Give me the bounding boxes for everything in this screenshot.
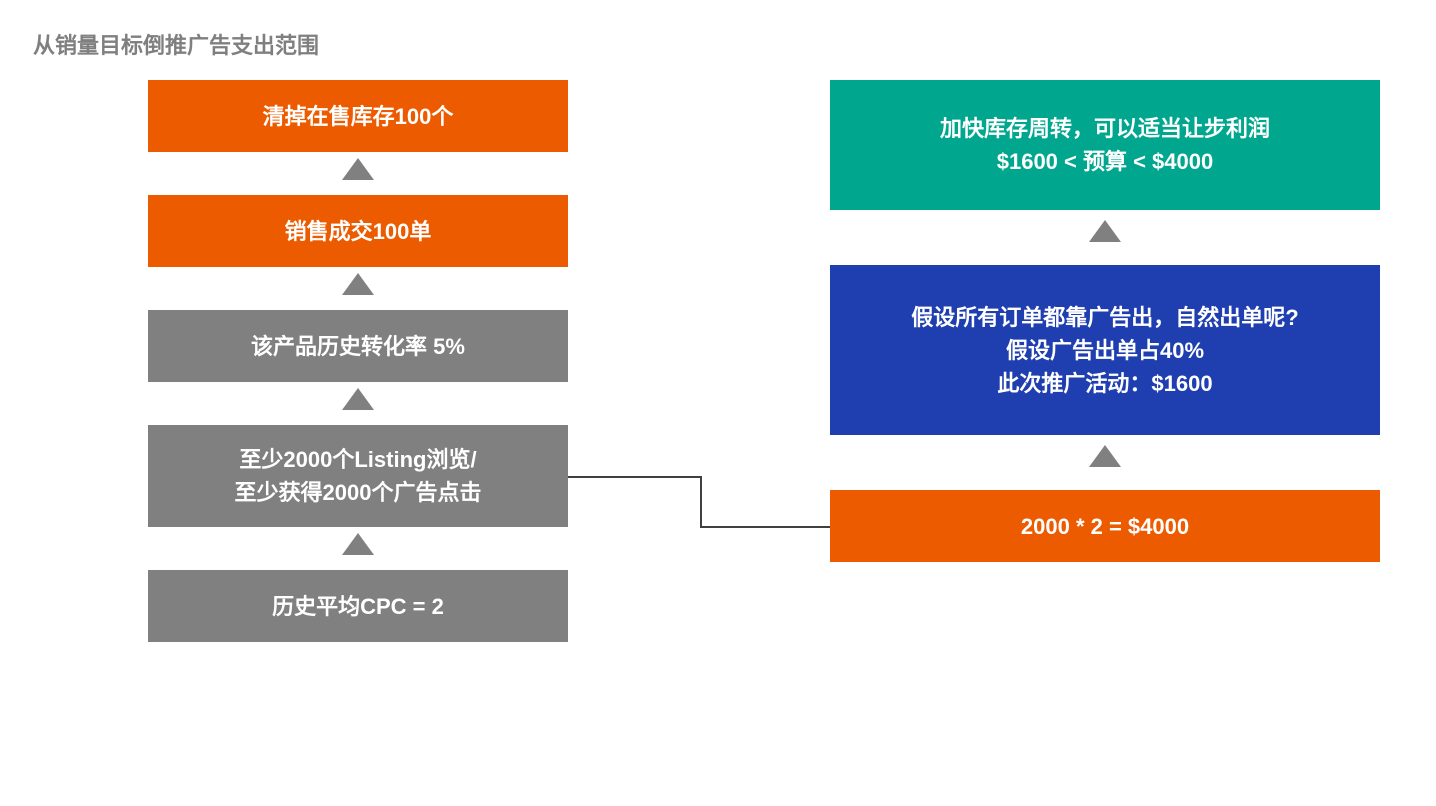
right-arrow-up-1 [1089,445,1121,467]
left-box-l4: 至少2000个Listing浏览/ 至少获得2000个广告点击 [148,425,568,527]
left-box-l5: 历史平均CPC = 2 [148,570,568,642]
left-arrow-up-0 [342,158,374,180]
right-box-r2: 假设所有订单都靠广告出，自然出单呢? 假设广告出单占40% 此次推广活动：$16… [830,265,1380,435]
connector-segment-1 [568,476,700,478]
left-arrow-up-2 [342,388,374,410]
left-box-l2: 销售成交100单 [148,195,568,267]
right-arrow-up-0 [1089,220,1121,242]
connector-segment-3 [700,526,830,528]
connector-segment-2 [700,476,702,528]
right-box-r3: 2000 * 2 = $4000 [830,490,1380,562]
left-box-l3: 该产品历史转化率 5% [148,310,568,382]
right-box-r1: 加快库存周转，可以适当让步利润 $1600 < 预算 < $4000 [830,80,1380,210]
left-box-l1: 清掉在售库存100个 [148,80,568,152]
diagram-title: 从销量目标倒推广告支出范围 [33,28,319,60]
left-arrow-up-3 [342,533,374,555]
left-arrow-up-1 [342,273,374,295]
